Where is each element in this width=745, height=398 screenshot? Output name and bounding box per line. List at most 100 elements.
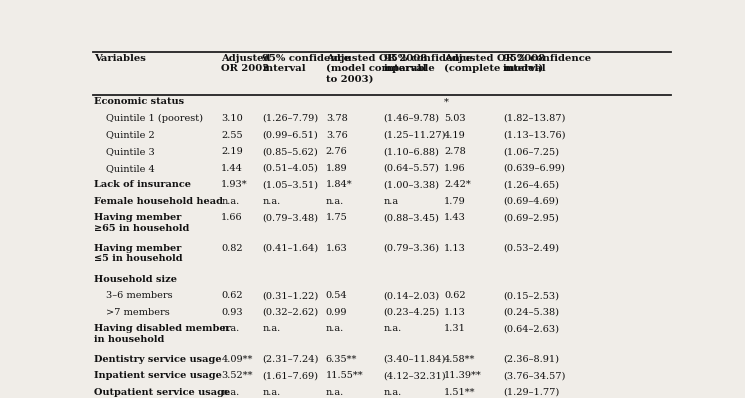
Text: (4.12–32.31): (4.12–32.31)	[384, 371, 446, 380]
Text: 1.63: 1.63	[326, 244, 348, 253]
Text: (1.82–13.87): (1.82–13.87)	[503, 114, 565, 123]
Text: (0.14–2.03): (0.14–2.03)	[384, 291, 440, 300]
Text: 0.93: 0.93	[221, 308, 243, 317]
Text: (2.36–8.91): (2.36–8.91)	[503, 355, 559, 364]
Text: Variables: Variables	[95, 54, 146, 63]
Text: 1.31: 1.31	[444, 324, 466, 333]
Text: (1.13–13.76): (1.13–13.76)	[503, 131, 565, 140]
Text: Household size: Household size	[95, 275, 177, 283]
Text: 1.84*: 1.84*	[326, 180, 352, 189]
Text: (0.15–2.53): (0.15–2.53)	[503, 291, 559, 300]
Text: (0.79–3.48): (0.79–3.48)	[262, 213, 318, 222]
Text: n.a.: n.a.	[262, 197, 281, 206]
Text: (0.88–3.45): (0.88–3.45)	[384, 213, 440, 222]
Text: n.a.: n.a.	[326, 197, 344, 206]
Text: Having disabled member
in household: Having disabled member in household	[95, 324, 231, 343]
Text: 95% confidence
interval: 95% confidence interval	[262, 54, 350, 73]
Text: 1.43: 1.43	[444, 213, 466, 222]
Text: (0.51–4.05): (0.51–4.05)	[262, 164, 318, 173]
Text: Quintile 3: Quintile 3	[106, 147, 154, 156]
Text: 0.62: 0.62	[444, 291, 466, 300]
Text: 1.96: 1.96	[444, 164, 466, 173]
Text: (1.61–7.69): (1.61–7.69)	[262, 371, 318, 380]
Text: (0.99–6.51): (0.99–6.51)	[262, 131, 318, 140]
Text: (0.64–2.63): (0.64–2.63)	[503, 324, 559, 333]
Text: Quintile 4: Quintile 4	[106, 164, 154, 173]
Text: 4.09**: 4.09**	[221, 355, 253, 364]
Text: Quintile 1 (poorest): Quintile 1 (poorest)	[106, 114, 203, 123]
Text: (0.41–1.64): (0.41–1.64)	[262, 244, 318, 253]
Text: 2.78: 2.78	[444, 147, 466, 156]
Text: Lack of insurance: Lack of insurance	[95, 180, 191, 189]
Text: n.a.: n.a.	[221, 388, 240, 397]
Text: 1.13: 1.13	[444, 308, 466, 317]
Text: 1.44: 1.44	[221, 164, 243, 173]
Text: 1.66: 1.66	[221, 213, 243, 222]
Text: 3.52**: 3.52**	[221, 371, 253, 380]
Text: (0.64–5.57): (0.64–5.57)	[384, 164, 440, 173]
Text: n.a.: n.a.	[262, 324, 281, 333]
Text: 4.58**: 4.58**	[444, 355, 475, 364]
Text: (0.69–4.69): (0.69–4.69)	[503, 197, 559, 206]
Text: (0.79–3.36): (0.79–3.36)	[384, 244, 440, 253]
Text: (0.85–5.62): (0.85–5.62)	[262, 147, 318, 156]
Text: 3.10: 3.10	[221, 114, 243, 123]
Text: 2.76: 2.76	[326, 147, 348, 156]
Text: (0.53–2.49): (0.53–2.49)	[503, 244, 559, 253]
Text: 2.55: 2.55	[221, 131, 243, 140]
Text: Economic status: Economic status	[95, 98, 185, 106]
Text: 95% confidence
interval: 95% confidence interval	[384, 54, 472, 73]
Text: (1.25–11.27): (1.25–11.27)	[384, 131, 446, 140]
Text: (1.00–3.38): (1.00–3.38)	[384, 180, 440, 189]
Text: 3–6 members: 3–6 members	[106, 291, 172, 300]
Text: 2.42*: 2.42*	[444, 180, 471, 189]
Text: 11.55**: 11.55**	[326, 371, 364, 380]
Text: 0.99: 0.99	[326, 308, 347, 317]
Text: n.a.: n.a.	[384, 388, 402, 397]
Text: (1.29–1.77): (1.29–1.77)	[503, 388, 559, 397]
Text: (0.23–4.25): (0.23–4.25)	[384, 308, 440, 317]
Text: (0.31–1.22): (0.31–1.22)	[262, 291, 319, 300]
Text: 95% confidence
interval: 95% confidence interval	[503, 54, 592, 73]
Text: 1.93*: 1.93*	[221, 180, 248, 189]
Text: (2.31–7.24): (2.31–7.24)	[262, 355, 319, 364]
Text: Outpatient service usage: Outpatient service usage	[95, 388, 230, 397]
Text: n.a.: n.a.	[326, 324, 344, 333]
Text: n.a.: n.a.	[221, 197, 240, 206]
Text: (0.32–2.62): (0.32–2.62)	[262, 308, 318, 317]
Text: 5.03: 5.03	[444, 114, 466, 123]
Text: (0.639–6.99): (0.639–6.99)	[503, 164, 565, 173]
Text: Having member
≥65 in household: Having member ≥65 in household	[95, 213, 190, 233]
Text: 3.76: 3.76	[326, 131, 348, 140]
Text: Adjusted OR 2008
(complete model): Adjusted OR 2008 (complete model)	[444, 54, 545, 74]
Text: *: *	[444, 98, 449, 106]
Text: Dentistry service usage: Dentistry service usage	[95, 355, 222, 364]
Text: 6.35**: 6.35**	[326, 355, 357, 364]
Text: 11.39**: 11.39**	[444, 371, 482, 380]
Text: Inpatient service usage: Inpatient service usage	[95, 371, 222, 380]
Text: (1.46–9.78): (1.46–9.78)	[384, 114, 440, 123]
Text: (1.26–7.79): (1.26–7.79)	[262, 114, 318, 123]
Text: Adjusted
OR 2003: Adjusted OR 2003	[221, 54, 270, 73]
Text: (1.06–7.25): (1.06–7.25)	[503, 147, 559, 156]
Text: (1.26–4.65): (1.26–4.65)	[503, 180, 559, 189]
Text: n.a: n.a	[384, 197, 399, 206]
Text: 3.78: 3.78	[326, 114, 348, 123]
Text: (0.69–2.95): (0.69–2.95)	[503, 213, 559, 222]
Text: 2.19: 2.19	[221, 147, 243, 156]
Text: 1.79: 1.79	[444, 197, 466, 206]
Text: Female household head: Female household head	[95, 197, 224, 206]
Text: 1.75: 1.75	[326, 213, 348, 222]
Text: (3.76–34.57): (3.76–34.57)	[503, 371, 565, 380]
Text: Adjusted OR 2008
(model comparable
to 2003): Adjusted OR 2008 (model comparable to 20…	[326, 54, 434, 84]
Text: n.a.: n.a.	[221, 324, 240, 333]
Text: 4.19: 4.19	[444, 131, 466, 140]
Text: Quintile 2: Quintile 2	[106, 131, 154, 140]
Text: 0.82: 0.82	[221, 244, 243, 253]
Text: 1.89: 1.89	[326, 164, 347, 173]
Text: 0.62: 0.62	[221, 291, 243, 300]
Text: n.a.: n.a.	[262, 388, 281, 397]
Text: 0.54: 0.54	[326, 291, 347, 300]
Text: n.a.: n.a.	[384, 324, 402, 333]
Text: (0.24–5.38): (0.24–5.38)	[503, 308, 559, 317]
